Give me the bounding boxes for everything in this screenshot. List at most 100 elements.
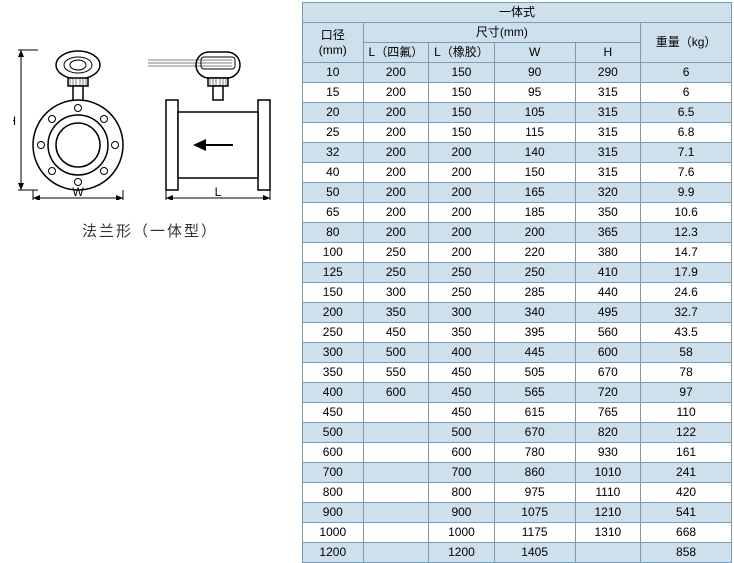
table-cell: 670 bbox=[575, 363, 641, 383]
table-cell: 125 bbox=[303, 263, 364, 283]
table-cell: 43.5 bbox=[641, 323, 732, 343]
table-cell: 150 bbox=[429, 123, 495, 143]
table-cell: 200 bbox=[429, 243, 495, 263]
table-cell: 365 bbox=[575, 223, 641, 243]
table-cell: 65 bbox=[303, 203, 364, 223]
table-cell: 200 bbox=[494, 223, 575, 243]
table-cell: 40 bbox=[303, 163, 364, 183]
table-cell: 25 bbox=[303, 123, 364, 143]
table-cell: 78 bbox=[641, 363, 732, 383]
table-cell: 410 bbox=[575, 263, 641, 283]
table-cell: 150 bbox=[429, 103, 495, 123]
table-cell: 58 bbox=[641, 343, 732, 363]
table-cell: 500 bbox=[363, 343, 429, 363]
side-view-diagram: L bbox=[148, 40, 288, 200]
table-cell: 900 bbox=[303, 503, 364, 523]
table-cell: 440 bbox=[575, 283, 641, 303]
table-cell: 200 bbox=[429, 143, 495, 163]
table-cell: 380 bbox=[575, 243, 641, 263]
table-cell: 140 bbox=[494, 143, 575, 163]
table-cell: 1405 bbox=[494, 543, 575, 563]
table-cell: 450 bbox=[429, 403, 495, 423]
table-cell: 6 bbox=[641, 63, 732, 83]
table-cell: 860 bbox=[494, 463, 575, 483]
header-h: H bbox=[575, 43, 641, 63]
table-row: 30050040044560058 bbox=[303, 343, 732, 363]
table-cell: 700 bbox=[303, 463, 364, 483]
table-cell: 565 bbox=[494, 383, 575, 403]
table-row: 600600780930161 bbox=[303, 443, 732, 463]
table-panel: 一体式 口径(mm) 尺寸(mm) 重量（kg） L（四氟） L（橡胶） W H… bbox=[300, 0, 734, 552]
table-cell: 500 bbox=[303, 423, 364, 443]
table-cell: 600 bbox=[575, 343, 641, 363]
table-cell: 765 bbox=[575, 403, 641, 423]
table-cell: 80 bbox=[303, 223, 364, 243]
diagram-caption: 法兰形（一体型） bbox=[82, 220, 218, 241]
table-cell: 290 bbox=[575, 63, 641, 83]
table-cell: 420 bbox=[641, 483, 732, 503]
table-cell: 315 bbox=[575, 163, 641, 183]
table-cell: 6.8 bbox=[641, 123, 732, 143]
table-cell: 200 bbox=[363, 143, 429, 163]
table-cell: 100 bbox=[303, 243, 364, 263]
table-cell: 200 bbox=[363, 63, 429, 83]
table-row: 8020020020036512.3 bbox=[303, 223, 732, 243]
table-cell: 285 bbox=[494, 283, 575, 303]
table-cell: 800 bbox=[303, 483, 364, 503]
table-row: 40060045056572097 bbox=[303, 383, 732, 403]
w-label: W bbox=[72, 185, 84, 199]
table-cell bbox=[363, 523, 429, 543]
table-cell: 90 bbox=[494, 63, 575, 83]
table-cell: 1200 bbox=[429, 543, 495, 563]
table-cell: 150 bbox=[494, 163, 575, 183]
table-cell: 10.6 bbox=[641, 203, 732, 223]
table-row: 502002001653209.9 bbox=[303, 183, 732, 203]
table-cell: 615 bbox=[494, 403, 575, 423]
table-cell: 200 bbox=[363, 83, 429, 103]
table-cell: 315 bbox=[575, 143, 641, 163]
table-cell: 300 bbox=[303, 343, 364, 363]
table-cell: 560 bbox=[575, 323, 641, 343]
table-cell: 541 bbox=[641, 503, 732, 523]
table-cell: 200 bbox=[429, 223, 495, 243]
table-cell: 250 bbox=[494, 263, 575, 283]
table-cell: 105 bbox=[494, 103, 575, 123]
table-cell: 315 bbox=[575, 123, 641, 143]
table-cell: 12.3 bbox=[641, 223, 732, 243]
table-row: 120012001405858 bbox=[303, 543, 732, 563]
table-cell: 17.9 bbox=[641, 263, 732, 283]
table-cell: 315 bbox=[575, 83, 641, 103]
table-cell: 780 bbox=[494, 443, 575, 463]
table-cell: 161 bbox=[641, 443, 732, 463]
table-cell: 350 bbox=[363, 303, 429, 323]
table-cell: 550 bbox=[363, 363, 429, 383]
table-cell: 97 bbox=[641, 383, 732, 403]
header-weight: 重量（kg） bbox=[641, 23, 732, 63]
table-row: 35055045050567078 bbox=[303, 363, 732, 383]
table-cell bbox=[363, 463, 429, 483]
table-cell: 95 bbox=[494, 83, 575, 103]
table-cell: 500 bbox=[429, 423, 495, 443]
l-label: L bbox=[214, 185, 221, 199]
table-cell: 110 bbox=[641, 403, 732, 423]
table-cell: 15 bbox=[303, 83, 364, 103]
table-cell: 200 bbox=[429, 183, 495, 203]
table-cell: 185 bbox=[494, 203, 575, 223]
table-cell: 720 bbox=[575, 383, 641, 403]
table-cell: 200 bbox=[303, 303, 364, 323]
table-cell: 50 bbox=[303, 183, 364, 203]
table-cell: 32.7 bbox=[641, 303, 732, 323]
table-cell: 200 bbox=[363, 123, 429, 143]
table-cell: 300 bbox=[363, 283, 429, 303]
table-row: 8008009751110420 bbox=[303, 483, 732, 503]
header-dimensions: 尺寸(mm) bbox=[363, 23, 641, 43]
diagram-panel: H bbox=[0, 0, 300, 552]
table-row: 10200150902906 bbox=[303, 63, 732, 83]
table-cell: 340 bbox=[494, 303, 575, 323]
diagram-container: H bbox=[13, 40, 288, 200]
table-cell: 32 bbox=[303, 143, 364, 163]
table-cell: 14.7 bbox=[641, 243, 732, 263]
table-row: 15200150953156 bbox=[303, 83, 732, 103]
table-row: 25045035039556043.5 bbox=[303, 323, 732, 343]
table-cell: 6 bbox=[641, 83, 732, 103]
